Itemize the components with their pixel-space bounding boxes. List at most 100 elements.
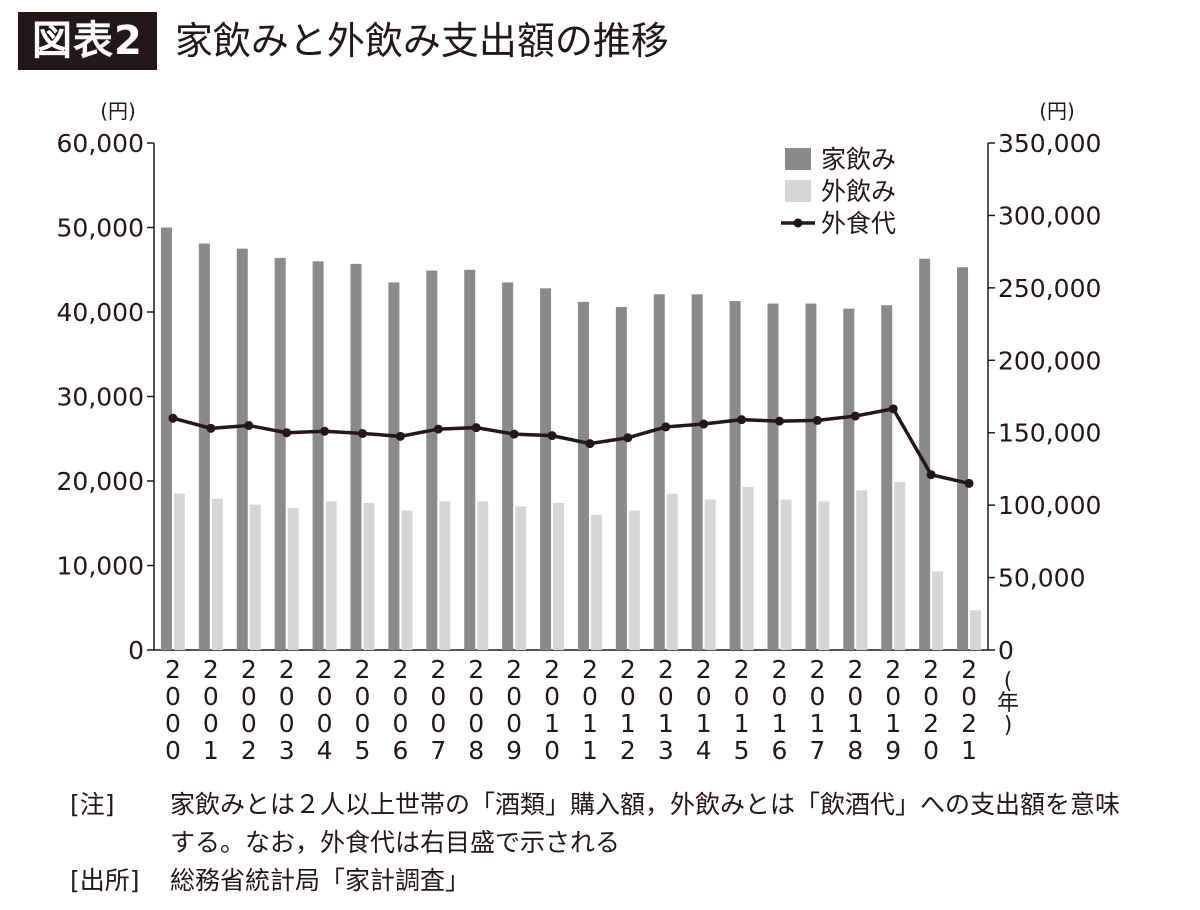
left-tick-label: 60,000: [57, 129, 144, 158]
left-tick-label: 20,000: [57, 467, 144, 496]
bar-home-drinking: [426, 270, 438, 650]
bar-home-drinking: [236, 248, 248, 650]
left-tick-label: 50,000: [57, 214, 144, 243]
legend-label: 外食代: [821, 209, 896, 238]
line-point-dining-out: [244, 420, 254, 430]
line-point-dining-out: [282, 428, 292, 438]
bar-outside-drinking: [211, 498, 223, 650]
bar-home-drinking: [274, 257, 286, 650]
line-point-dining-out: [737, 415, 747, 425]
bar-home-drinking: [957, 267, 969, 650]
chart-canvas: 0 10,000 20,000 30,000 40,000 50,000 60,000 0 50…: [57, 99, 1102, 765]
figure-title-bar: 図表2 家飲みと外飲み支出額の推移: [18, 12, 669, 70]
source-label: [出所]: [70, 866, 140, 895]
legend-label: 家飲み: [821, 145, 896, 174]
bar-home-drinking: [691, 294, 703, 650]
right-tick-label: 350,000: [998, 129, 1101, 158]
line-point-dining-out: [509, 429, 519, 439]
note-label: [注]: [70, 790, 115, 819]
line-point-dining-out: [168, 413, 178, 423]
right-tick-label: 100,000: [998, 491, 1101, 520]
line-point-dining-out: [850, 411, 860, 421]
bar-home-drinking: [919, 258, 931, 650]
note-text: 家飲みとは２人以上世帯の「酒類」購入額，外飲みとは「飲酒代」への支出額を意味する…: [170, 790, 1121, 857]
x-axis-unit: (年): [997, 669, 1019, 738]
line-point-dining-out: [206, 423, 216, 433]
bar-outside-drinking: [590, 514, 602, 650]
line-point-dining-out: [926, 470, 936, 480]
bar-outside-drinking: [704, 499, 716, 650]
figure-label-badge: 図表2: [18, 12, 157, 70]
left-tick-label: 30,000: [57, 383, 144, 412]
bar-outside-drinking: [742, 486, 754, 650]
bar-home-drinking: [502, 282, 514, 650]
line-point-dining-out: [471, 423, 481, 433]
note-row-source: [出所] 総務省統計局「家計調査」: [70, 862, 1130, 900]
legend-swatch: [785, 180, 811, 202]
line-point-dining-out: [623, 433, 633, 443]
bar-outside-drinking: [970, 610, 982, 650]
line-point-dining-out: [585, 439, 595, 449]
right-tick-label: 50,000: [998, 564, 1085, 593]
bar-home-drinking: [729, 301, 741, 650]
line-point-dining-out: [320, 426, 330, 436]
right-axis-unit: (円): [1039, 99, 1075, 123]
right-tick-label: 150,000: [998, 419, 1101, 448]
line-point-dining-out: [661, 422, 671, 432]
bar-home-drinking: [881, 305, 893, 650]
bar-home-drinking: [312, 261, 324, 650]
bar-outside-drinking: [439, 501, 451, 650]
line-point-dining-out: [699, 419, 709, 429]
right-tick-label: 0: [998, 636, 1014, 665]
bar-home-drinking: [843, 308, 855, 650]
line-point-dining-out: [358, 428, 367, 438]
chart-title: 家飲みと外飲み支出額の推移: [174, 19, 669, 63]
bar-home-drinking: [198, 243, 210, 650]
bar-outside-drinking: [477, 501, 489, 650]
bar-outside-drinking: [249, 504, 261, 650]
bar-outside-drinking: [325, 501, 337, 650]
bar-outside-drinking: [628, 510, 640, 650]
legend-swatch: [785, 148, 811, 170]
line-point-dining-out: [395, 431, 405, 441]
bar-outside-drinking: [173, 493, 185, 650]
bar-outside-drinking: [818, 501, 830, 650]
bar-home-drinking: [805, 303, 817, 650]
bar-outside-drinking: [553, 502, 565, 650]
left-axis-unit: (円): [100, 99, 136, 123]
bar-outside-drinking: [401, 510, 413, 650]
bar-home-drinking: [577, 301, 589, 650]
note-row-caveat: [注] 家飲みとは２人以上世帯の「酒類」購入額，外飲みとは「飲酒代」への支出額を…: [70, 786, 1130, 862]
bar-outside-drinking: [856, 490, 868, 650]
left-tick-label: 10,000: [57, 552, 144, 581]
bar-outside-drinking: [780, 499, 792, 650]
right-tick-label: 250,000: [998, 274, 1101, 303]
line-point-dining-out: [433, 424, 443, 434]
bar-home-drinking: [388, 282, 400, 650]
bar-outside-drinking: [363, 502, 375, 650]
left-tick-label: 0: [128, 636, 144, 665]
line-point-dining-out: [888, 404, 898, 414]
bar-home-drinking: [350, 263, 362, 650]
line-point-dining-out: [812, 415, 822, 425]
line-dining-out: [172, 406, 970, 486]
